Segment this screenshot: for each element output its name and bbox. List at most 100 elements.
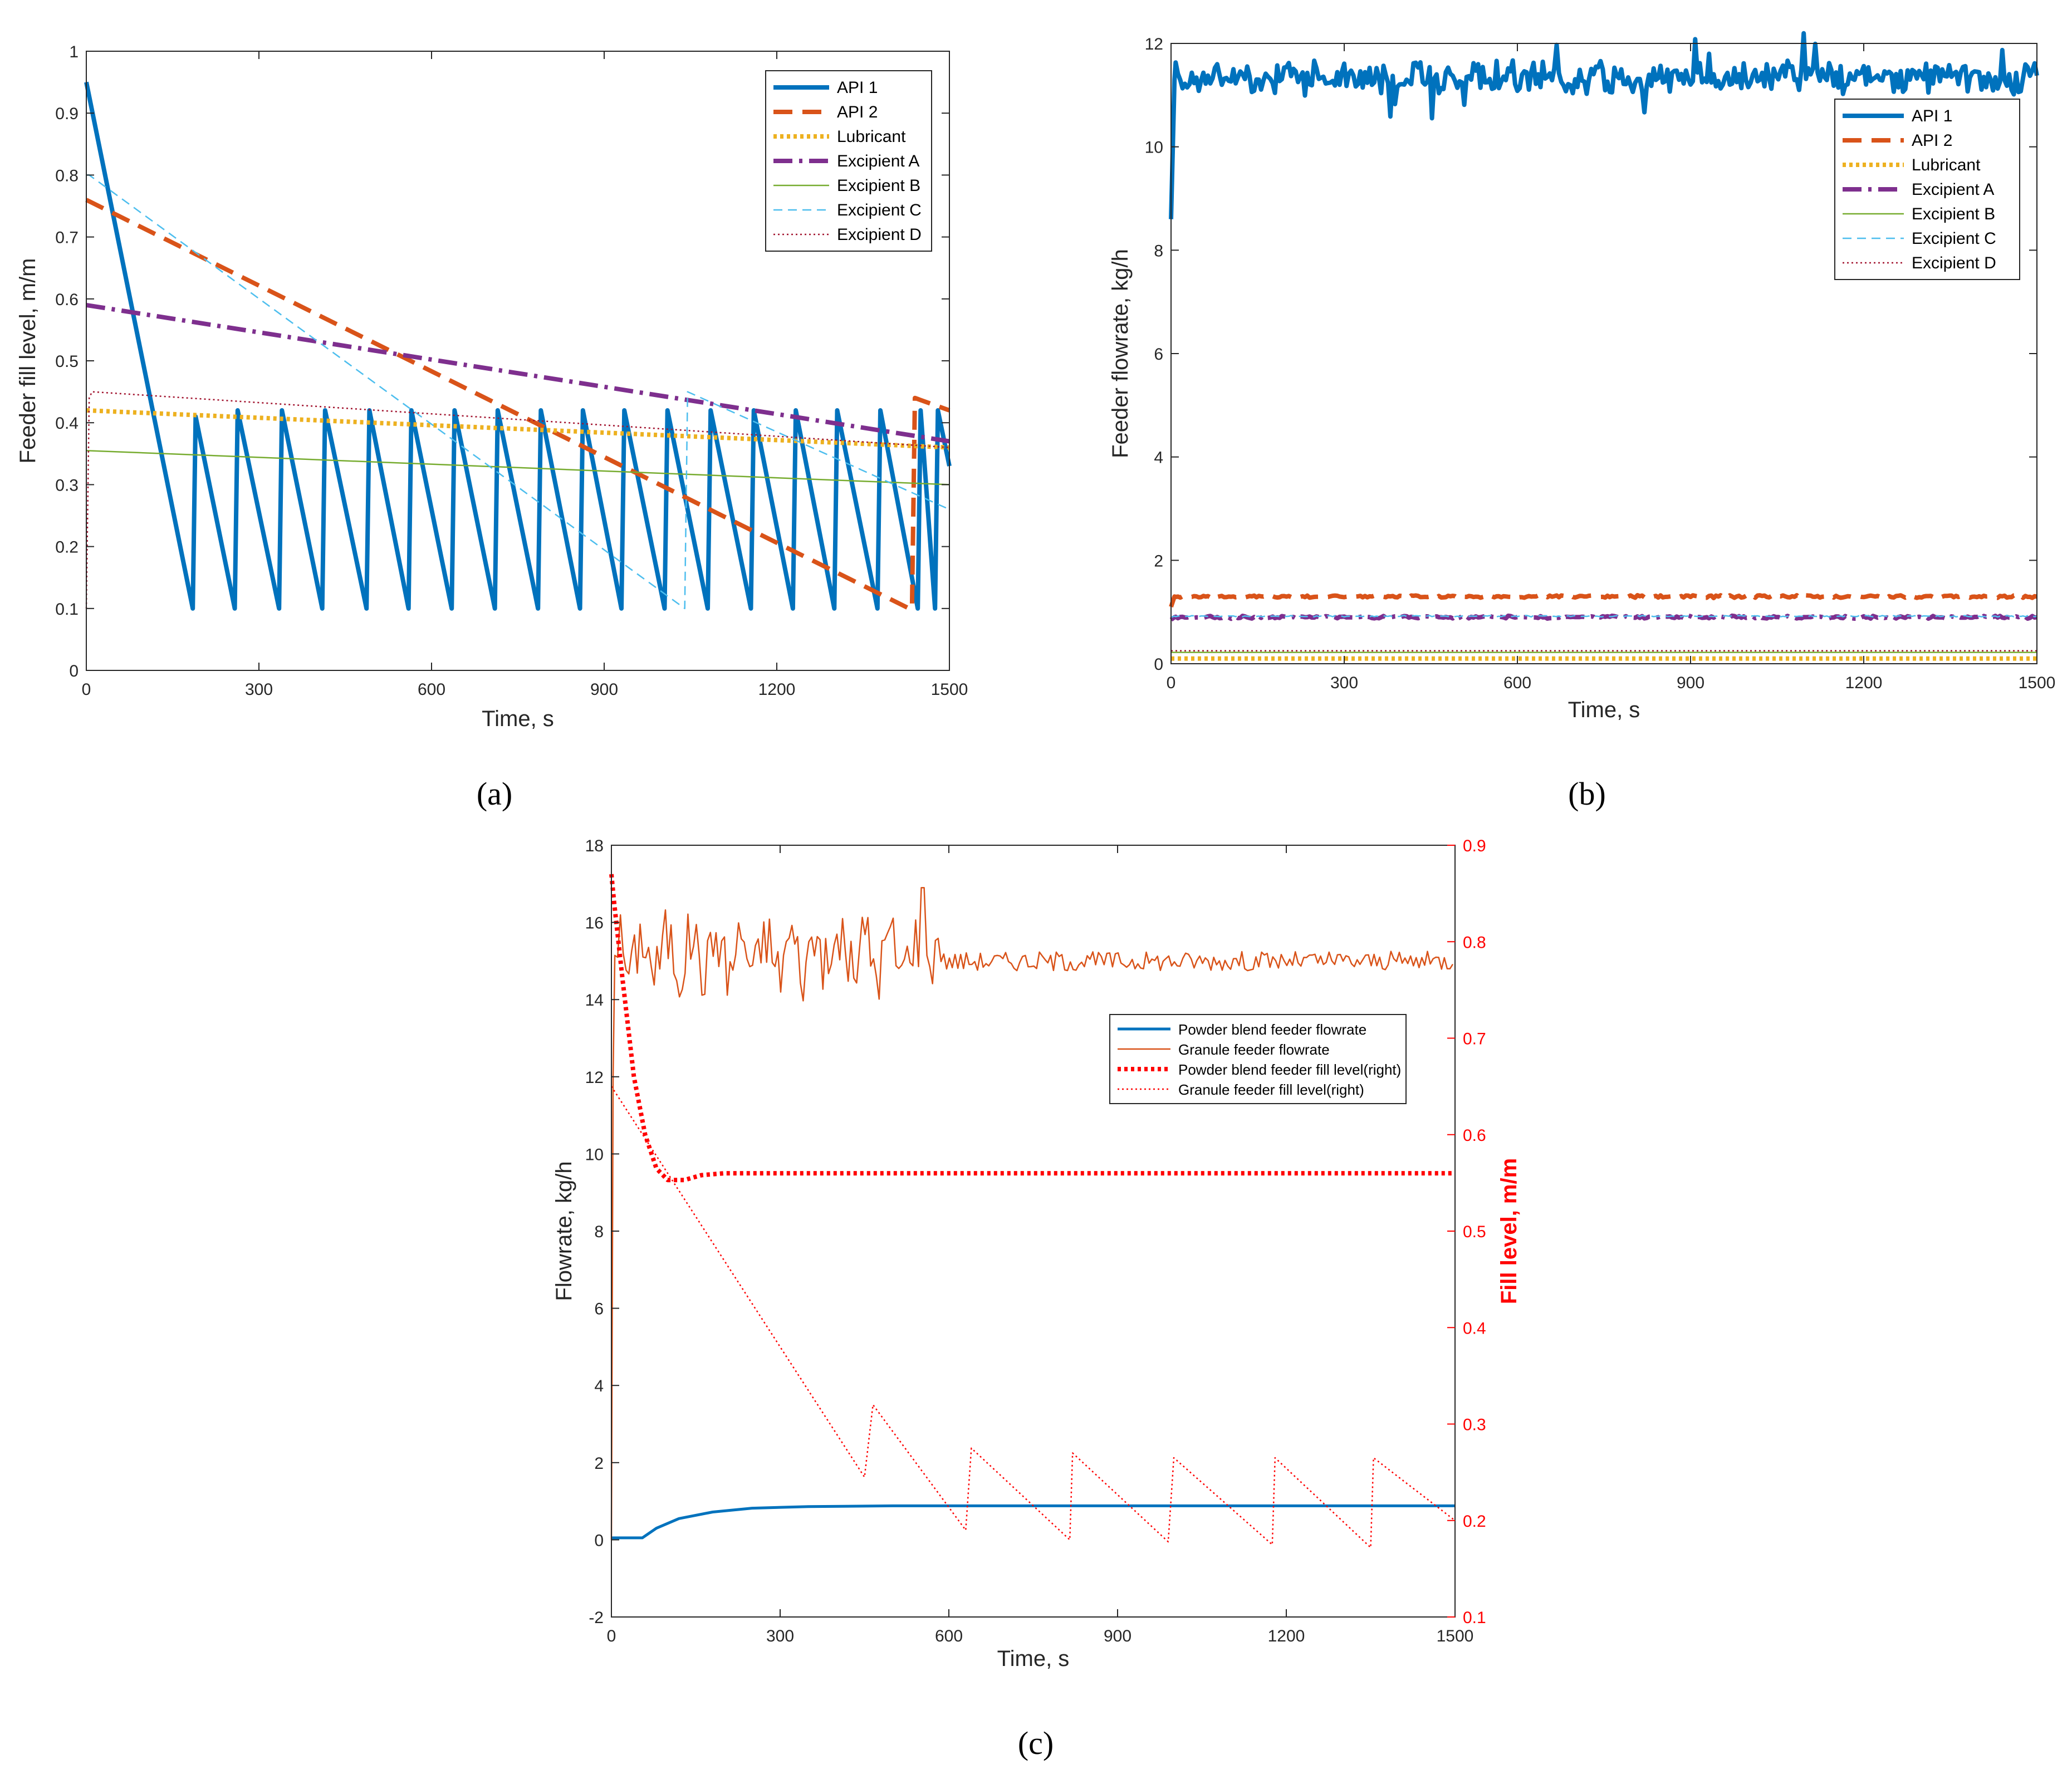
chart-c-right-y-tick-label: 0.2 xyxy=(1463,1512,1486,1531)
chart-c-legend: Powder blend feeder flowrate Granule feed… xyxy=(1109,1014,1407,1104)
caption-c: (c) xyxy=(1018,1725,1054,1761)
chart-c-legend-label: Granule feeder flowrate xyxy=(1178,1041,1330,1058)
chart-c-right-y-tick-label: 0.7 xyxy=(1463,1030,1486,1048)
chart-c-x-tick-label: 900 xyxy=(1104,1627,1131,1645)
chart-b-legend-box xyxy=(1834,99,2020,280)
chart-c-y-tick-label: 8 xyxy=(594,1223,604,1241)
chart-b-y-tick-label: 0 xyxy=(1154,655,1163,674)
chart-b-legend-label: Excipient D xyxy=(1912,254,1996,272)
chart-c-right-axis-label: Fill level, m/m xyxy=(1497,1158,1521,1304)
chart-a-y-tick-label: 0.8 xyxy=(55,166,79,185)
chart-a-y-tick-label: 0 xyxy=(69,662,79,680)
chart-c-y-tick-label: 6 xyxy=(594,1300,604,1319)
chart-b-legend-label: Excipient A xyxy=(1912,180,1994,199)
chart-c-right-y-tick-label: 0.6 xyxy=(1463,1126,1486,1145)
chart-c-right-y-tick-label: 0.4 xyxy=(1463,1319,1486,1337)
chart-c-x-axis-label: Time, s xyxy=(997,1646,1070,1671)
chart-a-series-excipient-a xyxy=(86,302,950,444)
chart-a-x-tick-label: 1200 xyxy=(758,680,796,699)
chart-c-y-tick-label: 4 xyxy=(594,1377,604,1395)
chart-c-y-tick-label: 2 xyxy=(594,1454,604,1473)
chart-a-y-tick-label: 0.6 xyxy=(55,291,79,309)
chart-a-legend-label: Excipient D xyxy=(837,226,922,244)
chart-b-y-tick-label: 12 xyxy=(1145,35,1163,53)
chart-a-x-tick-label: 1500 xyxy=(931,680,968,699)
chart-a-y-tick-label: 0.4 xyxy=(55,414,79,433)
chart-b-y-axis-label: Feeder flowrate, kg/h xyxy=(1108,249,1133,458)
chart-b: 0 300 600 900 1200 1500 0 2 4 6 8 10 12 Time, s Fee… xyxy=(1108,31,2056,722)
chart-a-series-api-1 xyxy=(84,81,952,611)
chart-c-y-tick-label: -2 xyxy=(589,1609,604,1627)
chart-c-series-granule-feeder-flowrate xyxy=(610,886,1454,1540)
chart-b-x-tick-label: 1200 xyxy=(1845,674,1883,692)
chart-c-y-tick-label: 0 xyxy=(594,1531,604,1550)
chart-a-series-api-2 xyxy=(85,198,951,611)
chart-b-legend-label: Excipient B xyxy=(1912,205,1995,223)
chart-a-y-tick-label: 0.2 xyxy=(55,538,79,557)
chart-a-x-tick-label: 0 xyxy=(82,680,91,699)
chart-c-y-tick-label: 18 xyxy=(585,837,604,855)
chart-a-y-axis-label: Feeder fill level, m/m xyxy=(16,258,40,464)
chart-c-series-powder-blend-feeder-fill-level-right xyxy=(609,874,1455,1183)
chart-a-legend-label: Excipient C xyxy=(837,201,922,219)
chart-a-y-tick-label: 0.5 xyxy=(55,352,79,371)
chart-b-x-tick-label: 900 xyxy=(1677,674,1704,692)
chart-b-legend-label: API 2 xyxy=(1912,131,1952,150)
chart-c-y-tick-label: 12 xyxy=(585,1069,604,1087)
chart-a-legend-label: API 1 xyxy=(837,79,878,97)
chart-a-x-axis-label: Time, s xyxy=(482,707,554,731)
chart-c-x-tick-label: 300 xyxy=(766,1627,794,1645)
chart-b-y-tick-label: 2 xyxy=(1154,552,1163,570)
chart-a-x-tick-label: 600 xyxy=(418,680,445,699)
chart-c-right-y-tick-label: 0.5 xyxy=(1463,1223,1486,1241)
chart-a-y-tick-label: 0.1 xyxy=(55,600,79,619)
chart-b-x-tick-label: 1500 xyxy=(2019,674,2056,692)
chart-b-y-tick-label: 6 xyxy=(1154,345,1163,364)
chart-a-legend: API 1 API 2 Lubricant Excipient A Excipient … xyxy=(765,70,932,252)
caption-a: (a) xyxy=(477,776,512,812)
chart-b-series-api-2 xyxy=(1169,592,2037,608)
chart-c-x-tick-label: 1200 xyxy=(1268,1627,1305,1645)
chart-b-series-api-1 xyxy=(1169,31,2039,219)
chart-b-legend-label: API 1 xyxy=(1912,107,1952,125)
chart-a-x-tick-label: 300 xyxy=(245,680,273,699)
chart-b-x-tick-label: 300 xyxy=(1330,674,1358,692)
chart-c-right-y-tick-label: 0.3 xyxy=(1463,1416,1486,1434)
chart-a-legend-label: Excipient A xyxy=(837,152,919,170)
chart-a-y-tick-label: 0.9 xyxy=(55,105,79,123)
chart-b-y-tick-label: 4 xyxy=(1154,449,1163,467)
chart-c-right-y-tick-label: 0.9 xyxy=(1463,837,1486,855)
chart-a-y-tick-label: 0.7 xyxy=(55,229,79,247)
chart-b-series-excipient-c xyxy=(1170,614,2037,618)
chart-c-y-tick-label: 16 xyxy=(585,914,604,933)
chart-a-y-tick-label: 1 xyxy=(69,43,79,61)
chart-c-legend-label: Powder blend feeder flowrate xyxy=(1178,1021,1366,1038)
chart-c-x-tick-label: 1500 xyxy=(1437,1627,1474,1645)
chart-c-legend-label: Granule feeder fill level(right) xyxy=(1178,1081,1364,1098)
chart-c-right-y-tick-label: 0.1 xyxy=(1463,1609,1486,1627)
caption-b: (b) xyxy=(1568,776,1606,812)
chart-a-y-tick-label: 0.3 xyxy=(55,476,79,494)
chart-c-series-powder-blend-feeder-flowrate xyxy=(611,1504,1455,1540)
chart-b-y-tick-label: 10 xyxy=(1145,139,1163,157)
chart-b-legend-label: Excipient C xyxy=(1912,229,1996,248)
chart-a-series-excipient-b xyxy=(86,449,950,486)
chart-a-x-tick-label: 900 xyxy=(590,680,618,699)
chart-b-legend: API 1 API 2 Lubricant Excipient A Excipient … xyxy=(1834,99,2020,280)
chart-c-x-tick-label: 600 xyxy=(935,1627,963,1645)
chart-c-y-axis-label: Flowrate, kg/h xyxy=(552,1161,576,1301)
chart-a-legend-box xyxy=(765,70,932,252)
chart-c-y-tick-label: 14 xyxy=(585,991,604,1009)
chart-b-x-axis-label: Time, s xyxy=(1568,698,1640,722)
chart-c-series-granule-feeder-fill-level-right xyxy=(610,1086,1456,1548)
chart-a-legend-label: Excipient B xyxy=(837,177,920,195)
chart-c-x-tick-label: 0 xyxy=(607,1627,616,1645)
chart-c-y-tick-label: 10 xyxy=(585,1145,604,1164)
chart-b-x-tick-label: 600 xyxy=(1503,674,1531,692)
chart-a-series-lubricant xyxy=(86,408,950,450)
chart-c-right-y-tick-label: 0.8 xyxy=(1463,933,1486,952)
chart-b-x-tick-label: 0 xyxy=(1167,674,1176,692)
chart-a-series-excipient-d xyxy=(85,391,950,609)
